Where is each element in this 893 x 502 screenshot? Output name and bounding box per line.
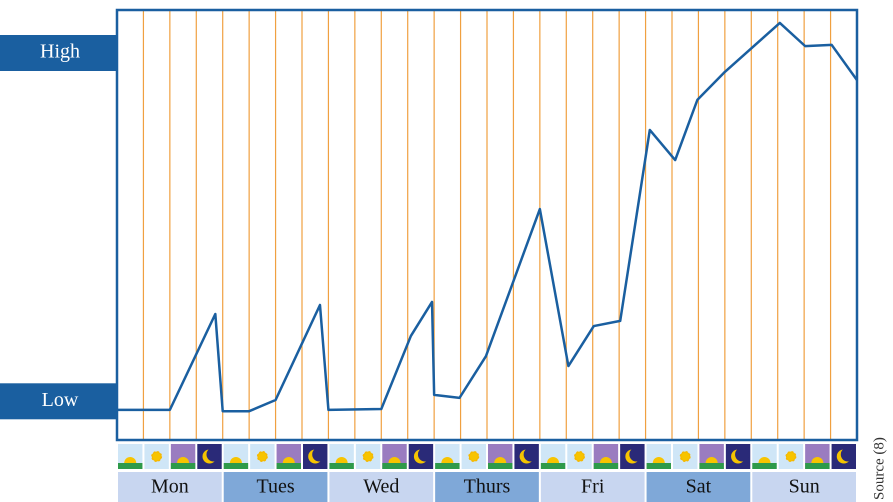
period-icon [461, 444, 486, 469]
icon-ground [276, 463, 301, 469]
period-icon [540, 444, 566, 469]
x-tick-label: Mon [151, 476, 189, 498]
x-tick-label: Tues [256, 476, 294, 498]
day-box [752, 472, 856, 502]
source-note: Source (8) [871, 437, 887, 500]
y-tick-box [0, 383, 117, 420]
day-box [646, 472, 751, 502]
day-box [435, 472, 539, 502]
x-tick-label: Sun [789, 476, 820, 498]
icon-moon-cut [312, 447, 327, 462]
day-box [223, 472, 328, 502]
period-icon [303, 444, 328, 469]
period-icon [778, 444, 804, 469]
period-icon [355, 444, 381, 469]
icon-moon-cut [417, 447, 432, 462]
icon-moon-cut [206, 447, 221, 462]
period-icon [329, 444, 354, 469]
period-icon [805, 444, 830, 469]
x-tick-label: Wed [363, 476, 399, 498]
icon-sun-core [469, 452, 478, 461]
icon-ground [435, 463, 460, 469]
icon-ground [382, 463, 407, 469]
day-box [329, 472, 434, 502]
period-icon [250, 444, 275, 469]
icon-moon-cut [629, 447, 644, 462]
period-icon [725, 444, 751, 469]
data-line [117, 21, 859, 413]
period-icon [620, 444, 645, 469]
period-icon [567, 444, 592, 469]
icon-moon-cut [735, 447, 750, 462]
icon-sun-core [258, 452, 267, 461]
period-icon [831, 444, 856, 469]
period-icon [408, 444, 434, 469]
icon-moon-cut [523, 447, 538, 462]
day-box [540, 472, 645, 502]
y-tick-label: Low [42, 389, 79, 411]
icon-ground [223, 463, 249, 469]
period-icon [752, 444, 777, 469]
x-tick-label: Fri [581, 476, 605, 498]
period-icon [170, 444, 196, 469]
y-tick-box [0, 35, 117, 71]
period-icon [144, 444, 169, 469]
period-icon [514, 444, 539, 469]
period-icon [699, 444, 724, 469]
icon-ground [805, 463, 830, 469]
x-tick-label: Thurs [464, 476, 511, 498]
period-icon [197, 444, 222, 469]
period-icon [223, 444, 249, 469]
icon-ground [699, 463, 724, 469]
icon-ground [752, 463, 777, 469]
icon-ground [593, 463, 619, 469]
icon-sun-core [575, 452, 584, 461]
day-box [118, 472, 222, 502]
y-tick-label: High [40, 41, 80, 63]
period-icon [593, 444, 619, 469]
icon-sun-core [364, 452, 373, 461]
icon-ground [540, 463, 566, 469]
period-icon [435, 444, 460, 469]
icon-moon-cut [840, 447, 855, 462]
period-icon [488, 444, 513, 469]
period-icon [646, 444, 671, 469]
x-tick-label: Sat [686, 476, 712, 498]
icon-ground [170, 463, 196, 469]
icon-ground [118, 463, 143, 469]
period-icon [276, 444, 301, 469]
icon-sun-core [152, 452, 161, 461]
icon-ground [488, 463, 513, 469]
plot-border [115, 8, 859, 442]
icon-ground [646, 463, 671, 469]
period-icon [382, 444, 407, 469]
icon-sun-core [786, 452, 795, 461]
period-icon [673, 444, 698, 469]
icon-sun-core [681, 452, 690, 461]
icon-ground [329, 463, 354, 469]
period-icon [118, 444, 143, 469]
